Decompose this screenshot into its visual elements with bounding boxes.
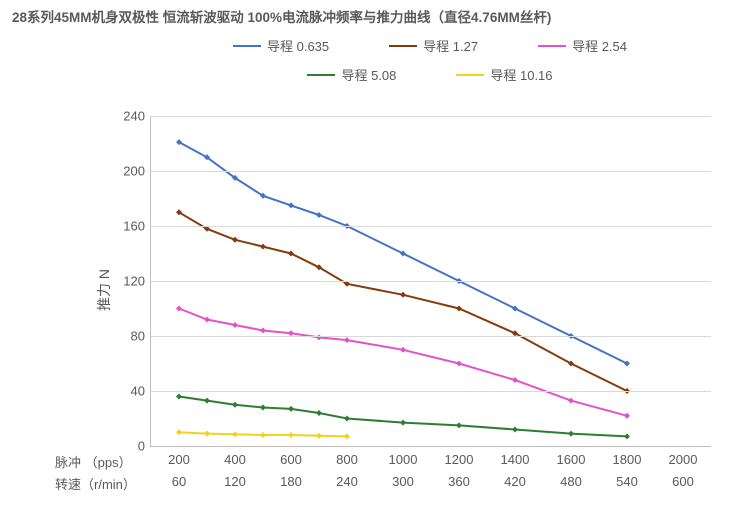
series-marker [400, 347, 406, 353]
x-tick-label-rpm: 420 [504, 474, 526, 489]
x-tick-label-rpm: 540 [616, 474, 638, 489]
plot-area: 0408012016020024020060400120600180800240… [150, 116, 711, 447]
gridline [151, 226, 711, 227]
series-marker [260, 432, 266, 438]
series-marker [624, 413, 630, 419]
gridline [151, 281, 711, 282]
series-marker [232, 322, 238, 328]
series-marker [176, 394, 182, 400]
legend-label: 导程 10.16 [490, 65, 552, 84]
x-tick-label-pps: 200 [168, 452, 190, 467]
legend-item: 导程 10.16 [456, 65, 552, 84]
x-tick-label-pps: 600 [280, 452, 302, 467]
series-marker [512, 377, 518, 383]
series-marker [204, 431, 210, 437]
x-tick-label-pps: 1800 [613, 452, 642, 467]
series-marker [456, 306, 462, 312]
gridline [151, 336, 711, 337]
legend-swatch [233, 45, 261, 47]
x-tick-label-rpm: 300 [392, 474, 414, 489]
x-tick-label-rpm: 180 [280, 474, 302, 489]
legend-item: 导程 2.54 [538, 36, 627, 55]
series-marker [260, 328, 266, 334]
legend-label: 导程 5.08 [341, 65, 396, 84]
x-tick-label-pps: 800 [336, 452, 358, 467]
series-marker [288, 406, 294, 412]
legend-swatch [389, 45, 417, 47]
series-marker [260, 244, 266, 250]
legend-item: 导程 5.08 [307, 65, 396, 84]
series-marker [288, 432, 294, 438]
legend-swatch [538, 45, 566, 47]
legend-label: 导程 1.27 [423, 36, 478, 55]
series-line [179, 397, 627, 437]
y-tick-label: 120 [123, 274, 145, 289]
x-tick-label-rpm: 360 [448, 474, 470, 489]
series-marker [624, 433, 630, 439]
chart-root: 28系列45MM机身双极性 恒流斩波驱动 100%电流脉冲频率与推力曲线（直径4… [0, 0, 750, 518]
y-axis-label: 推力 N [94, 269, 114, 311]
legend-label: 导程 0.635 [267, 36, 329, 55]
series-marker [400, 420, 406, 426]
series-marker [232, 431, 238, 437]
x-tick-label-pps: 2000 [669, 452, 698, 467]
series-marker [260, 405, 266, 411]
series-marker [568, 431, 574, 437]
x-tick-label-rpm: 240 [336, 474, 358, 489]
series-marker [344, 416, 350, 422]
y-tick-label: 200 [123, 164, 145, 179]
gridline [151, 171, 711, 172]
x-tick-label-pps: 1400 [501, 452, 530, 467]
series-marker [288, 202, 294, 208]
series-marker [204, 317, 210, 323]
x-tick-label-pps: 1200 [445, 452, 474, 467]
legend-item: 导程 1.27 [389, 36, 478, 55]
gridline [151, 391, 711, 392]
legend-swatch [456, 74, 484, 76]
y-tick-label: 40 [131, 384, 145, 399]
y-tick-label: 80 [131, 329, 145, 344]
series-marker [176, 429, 182, 435]
y-tick-label: 240 [123, 109, 145, 124]
series-line [179, 309, 627, 416]
y-tick-label: 160 [123, 219, 145, 234]
x-tick-label-pps: 1000 [389, 452, 418, 467]
y-tick-label: 0 [138, 439, 145, 454]
series-marker [176, 306, 182, 312]
series-marker [400, 292, 406, 298]
x-axis-title-pps: 脉冲 （pps） [55, 452, 132, 471]
series-marker [204, 398, 210, 404]
legend-label: 导程 2.54 [572, 36, 627, 55]
series-marker [568, 398, 574, 404]
x-tick-label-rpm: 120 [224, 474, 246, 489]
x-tick-label-pps: 1600 [557, 452, 586, 467]
chart-title: 28系列45MM机身双极性 恒流斩波驱动 100%电流脉冲频率与推力曲线（直径4… [12, 6, 551, 26]
series-marker [232, 402, 238, 408]
x-tick-label-pps: 400 [224, 452, 246, 467]
x-tick-label-rpm: 480 [560, 474, 582, 489]
series-marker [456, 422, 462, 428]
series-marker [512, 427, 518, 433]
legend-item: 导程 0.635 [233, 36, 329, 55]
series-marker [456, 361, 462, 367]
x-tick-label-rpm: 600 [672, 474, 694, 489]
x-tick-label-rpm: 60 [172, 474, 186, 489]
series-line [179, 212, 627, 391]
series-marker [316, 212, 322, 218]
series-marker [344, 433, 350, 439]
series-marker [344, 337, 350, 343]
series-marker [316, 410, 322, 416]
x-axis-title-rpm: 转速（r/min） [55, 474, 136, 493]
series-marker [316, 433, 322, 439]
legend-swatch [307, 74, 335, 76]
series-marker [232, 237, 238, 243]
legend: 导程 0.635 导程 1.27 导程 2.54 导程 5.08 导程 10.16 [170, 36, 690, 84]
gridline [151, 116, 711, 117]
